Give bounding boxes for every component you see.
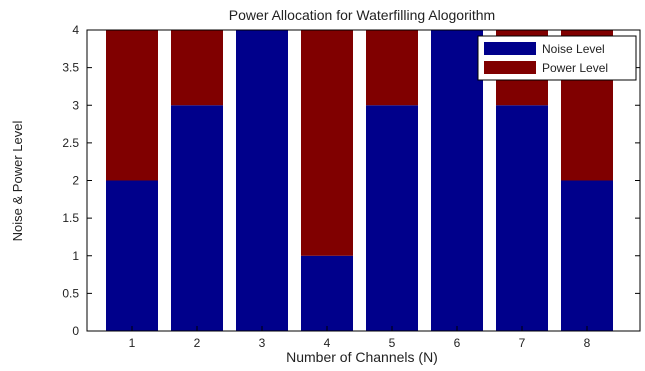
- y-tick-label: 0: [72, 324, 79, 338]
- x-tick-label: 7: [519, 336, 526, 350]
- x-tick-label: 2: [194, 336, 201, 350]
- x-tick-label: 4: [324, 336, 331, 350]
- x-tick-label: 6: [454, 336, 461, 350]
- bar-noise-7: [496, 105, 548, 331]
- bar-power-1: [106, 30, 158, 181]
- legend-label-power: Power Level: [542, 61, 608, 75]
- bar-power-4: [301, 30, 353, 256]
- y-tick-label: 3: [72, 98, 79, 112]
- x-tick-label: 8: [584, 336, 591, 350]
- x-tick-label: 1: [129, 336, 136, 350]
- y-tick-label: 1: [72, 249, 79, 263]
- y-tick-label: 2: [72, 174, 79, 188]
- legend-label-noise: Noise Level: [542, 42, 605, 56]
- bar-noise-4: [301, 255, 353, 331]
- bar-power-5: [366, 30, 418, 106]
- legend-swatch-noise: [484, 42, 536, 55]
- y-axis-label: Noise & Power Level: [10, 121, 25, 242]
- bar-noise-8: [561, 180, 613, 331]
- bar-noise-6: [431, 30, 483, 331]
- y-tick-label: 3.5: [62, 61, 79, 75]
- y-tick-label: 1.5: [62, 211, 79, 225]
- y-axis-ticks: 0 0.5 1 1.5 2 2.5 3 3.5 4: [62, 23, 640, 338]
- x-axis-ticks: 1 2 3 4 5 6 7 8: [129, 326, 591, 350]
- y-tick-label: 2.5: [62, 136, 79, 150]
- x-tick-label: 3: [259, 336, 266, 350]
- y-tick-label: 0.5: [62, 286, 79, 300]
- bar-noise-5: [366, 105, 418, 331]
- legend-swatch-power: [484, 61, 536, 74]
- bar-noise-2: [171, 105, 223, 331]
- bar-noise-3: [236, 30, 288, 331]
- bar-noise-1: [106, 180, 158, 331]
- y-tick-label: 4: [72, 23, 79, 37]
- x-axis-label: Number of Channels (N): [286, 349, 438, 365]
- legend: Noise Level Power Level: [477, 35, 637, 81]
- chart-title: Power Allocation for Waterfilling Alogor…: [229, 7, 495, 23]
- bars-layer: [106, 30, 613, 331]
- bar-power-2: [171, 30, 223, 106]
- x-tick-label: 5: [389, 336, 396, 350]
